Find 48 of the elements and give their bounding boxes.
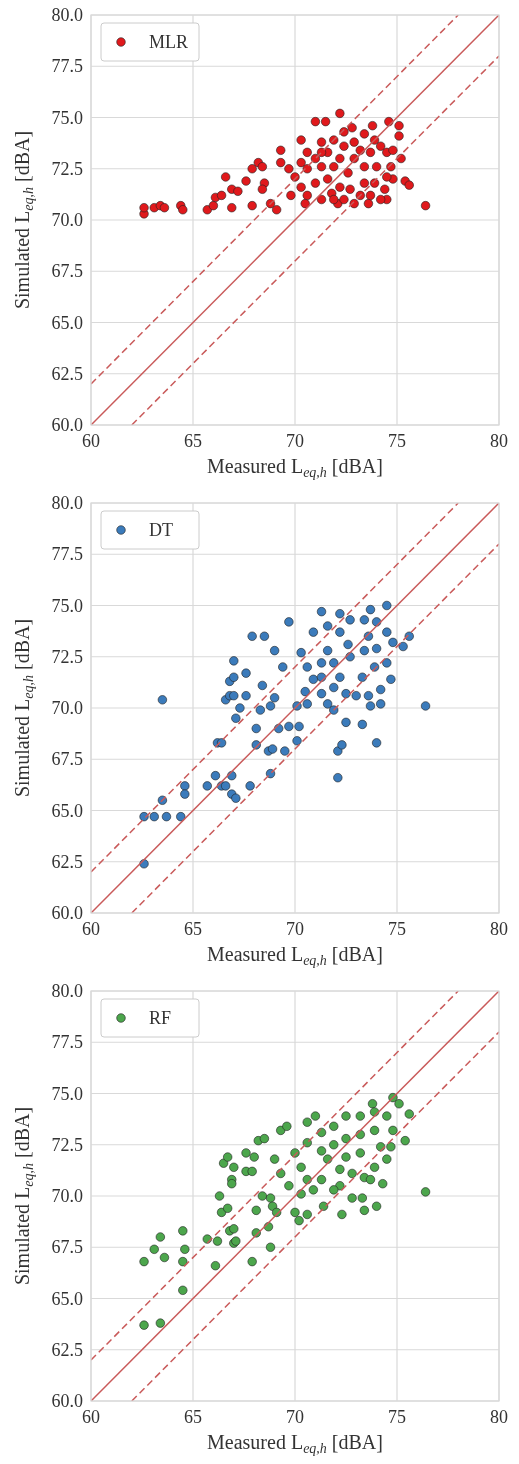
y-tick-label: 80.0 [51,981,83,1001]
y-tick-label: 72.5 [51,1134,83,1155]
y-tick-label: 67.5 [51,261,83,282]
y-tick-label: 75.0 [51,1083,83,1104]
x-tick-label: 70 [286,1407,304,1427]
y-tick-label: 75.0 [51,107,83,128]
y-tick-label: 70.0 [51,210,83,230]
y-tick-label: 77.5 [51,544,83,565]
x-tick-label: 65 [184,431,202,451]
x-tick-label: 80 [490,919,508,939]
x-tick-label: 70 [286,919,304,939]
y-tick-label: 70.0 [51,698,83,718]
y-tick-label: 67.5 [51,749,83,770]
x-tick-label: 80 [490,431,508,451]
y-tick-label: 65.0 [51,312,83,333]
y-tick-label: 72.5 [51,158,83,179]
y-tick-label: 72.5 [51,646,83,667]
y-tick-label: 62.5 [51,363,83,384]
legend-label: MLR [149,32,189,52]
y-tick-label: 65.0 [51,1288,83,1309]
legend-label: RF [149,1008,172,1028]
x-tick-label: 80 [490,1407,508,1427]
y-tick-label: 80.0 [51,5,83,25]
x-axis-title: Measured L$_{eq,h}$ [dBA] [207,943,383,968]
y-tick-label: 75.0 [51,595,83,616]
y-tick-label: 77.5 [51,1032,83,1053]
legend-label: DT [149,520,173,540]
x-tick-label: 75 [388,431,406,451]
x-tick-label: 60 [82,431,100,451]
y-tick-label: 70.0 [51,1186,83,1206]
x-tick-label: 60 [82,919,100,939]
y-tick-label: 77.5 [51,56,83,77]
y-tick-label: 62.5 [51,1339,83,1360]
x-tick-label: 75 [388,919,406,939]
x-tick-label: 60 [82,1407,100,1427]
x-tick-label: 75 [388,1407,406,1427]
x-tick-label: 70 [286,431,304,451]
y-tick-label: 80.0 [51,493,83,513]
x-tick-label: 65 [184,1407,202,1427]
y-tick-label: 60.0 [51,415,83,435]
x-axis-title: Measured L$_{eq,h}$ [dBA] [207,1431,383,1456]
y-tick-label: 62.5 [51,851,83,872]
y-tick-label: 60.0 [51,903,83,923]
y-tick-label: 67.5 [51,1237,83,1258]
y-tick-label: 60.0 [51,1391,83,1411]
y-tick-label: 65.0 [51,800,83,821]
x-tick-label: 65 [184,919,202,939]
x-axis-title: Measured L$_{eq,h}$ [dBA] [207,455,383,480]
